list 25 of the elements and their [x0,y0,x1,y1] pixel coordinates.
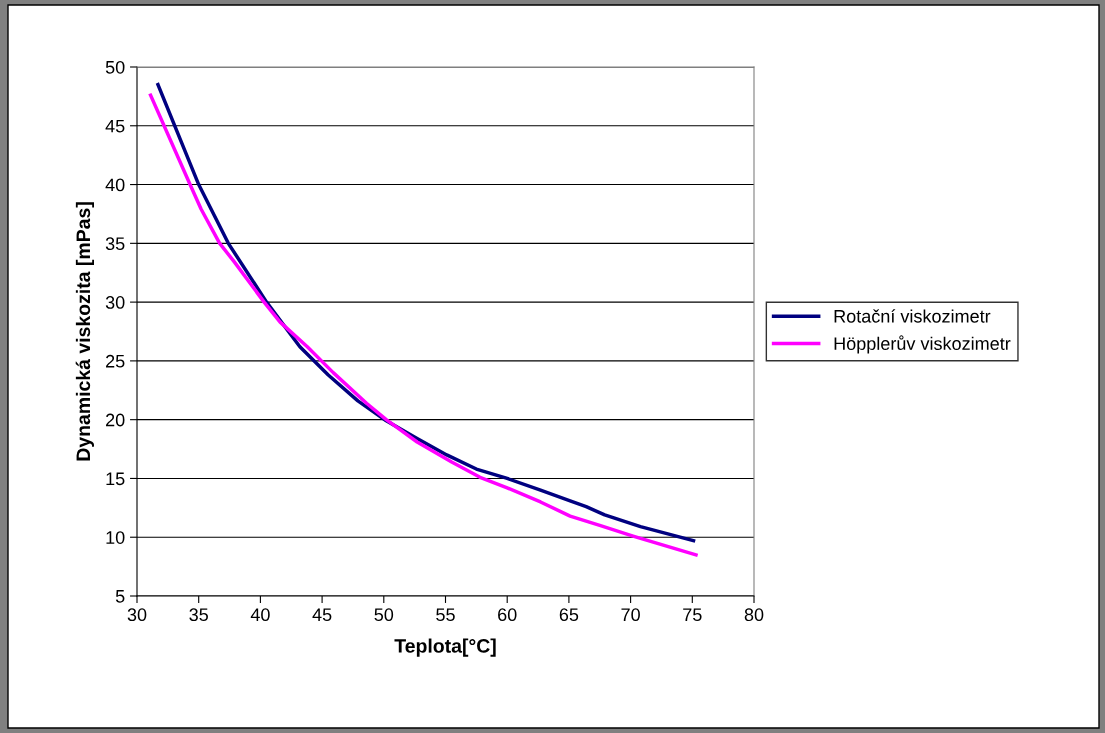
x-tick-label: 45 [312,608,332,622]
x-tick-label: 50 [374,608,394,622]
x-tick-label: 80 [744,608,764,622]
y-tick-label: 50 [105,60,125,74]
y-tick-label: 15 [106,472,125,486]
y-tick-label: 5 [115,590,125,603]
y-tick-label: 35 [105,237,125,251]
legend-label: Höpplerův viskozimetr [834,335,1011,354]
y-tick-label: 25 [106,354,125,368]
x-tick-label: 40 [250,608,270,622]
y-tick-label: 30 [105,296,125,309]
x-tick-label: 60 [498,608,517,622]
y-tick-label: 40 [105,178,125,192]
y-tick-label: 20 [106,413,125,427]
y-axis-title: Dynamická viskozita [mPas] [75,202,94,461]
legend-label: Rotační viskozimetr [834,309,991,323]
y-tick-label: 45 [105,119,125,133]
x-tick-label: 70 [621,608,640,622]
y-tick-label: 10 [106,531,125,544]
x-tick-label: 30 [127,608,147,622]
x-tick-label: 35 [189,608,208,622]
x-tick-label: 75 [683,608,702,622]
x-tick-label: 55 [436,608,455,622]
x-axis-title: Teplota[°C] [394,638,496,657]
x-tick-label: 65 [559,608,579,622]
